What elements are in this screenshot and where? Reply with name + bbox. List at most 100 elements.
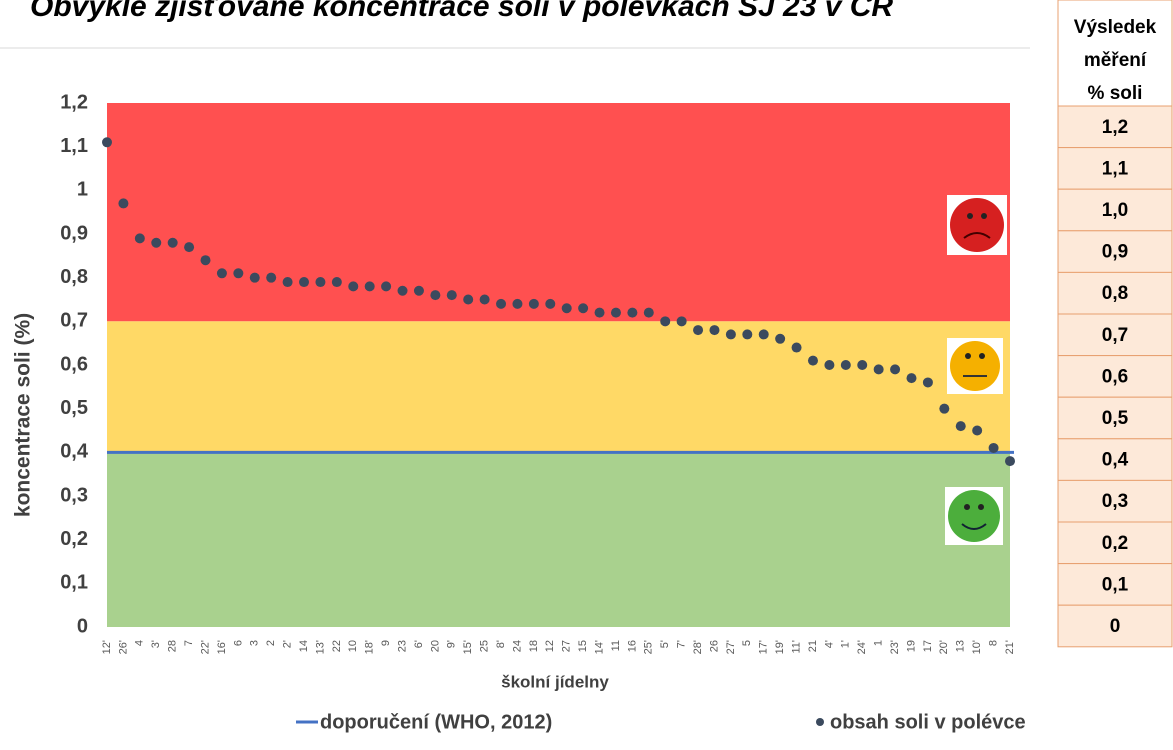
x-tick-label: 3 — [249, 640, 261, 646]
table-cell — [1057, 563, 1173, 606]
x-tick-label: 15' — [462, 640, 474, 654]
dot — [890, 364, 901, 375]
table-header-text: měření — [1084, 50, 1147, 71]
dot — [430, 290, 441, 301]
x-tick-label: 24 — [511, 640, 523, 652]
dot — [118, 198, 129, 209]
zone — [107, 452, 1010, 627]
dot — [922, 377, 933, 388]
dot — [512, 298, 523, 309]
table-cell — [1057, 105, 1173, 149]
table-cell-text: 0,5 — [1102, 408, 1129, 429]
dot — [807, 355, 818, 366]
dot — [315, 277, 326, 288]
x-tick-label: 11' — [790, 640, 802, 654]
dot — [200, 255, 211, 266]
dot — [151, 237, 162, 248]
x-tick-label: 8 — [987, 640, 999, 646]
x-tick-label: 1 — [873, 640, 885, 646]
table-cell-text: 0,2 — [1102, 533, 1128, 554]
x-tick-label: 6 — [232, 640, 244, 646]
x-tick-label: 16 — [626, 640, 638, 652]
dot — [545, 298, 556, 309]
x-tick-label: 3' — [150, 640, 162, 648]
x-tick-label: 13' — [314, 640, 326, 654]
table-cell — [1057, 396, 1173, 440]
x-tick-label: 2 — [265, 640, 277, 646]
x-tick-label: 12' — [101, 640, 113, 654]
dot — [134, 233, 145, 244]
y-tick-label: 0,9 — [60, 222, 88, 244]
dot — [857, 360, 868, 370]
dot — [463, 294, 474, 305]
table-cell-text: 1,2 — [1102, 117, 1128, 138]
x-tick-label: 17' — [758, 640, 770, 654]
table-header — [1057, 0, 1173, 107]
table-cell-text: 0,3 — [1102, 491, 1128, 512]
table-cell-text: 0,1 — [1102, 574, 1129, 595]
y-tick-label: 0,2 — [60, 528, 88, 550]
x-tick-label: 14' — [593, 640, 605, 654]
dot — [1005, 456, 1015, 467]
dot — [282, 277, 293, 288]
x-tick-label: 27 — [561, 640, 573, 652]
table-cell-text: 0,4 — [1102, 450, 1129, 471]
legend-label: obsah soli v polévce — [830, 711, 1026, 733]
dot — [955, 421, 966, 432]
x-tick-label: 9 — [380, 640, 392, 646]
table-cell — [1057, 188, 1173, 232]
y-tick-label: 1,1 — [60, 135, 88, 157]
x-tick-label: 20 — [429, 640, 441, 652]
y-tick-label: 0,8 — [60, 266, 88, 288]
x-tick-label: 14 — [298, 640, 310, 652]
dot — [660, 316, 671, 327]
dot — [693, 325, 704, 336]
x-tick-label: 6' — [413, 640, 425, 648]
chart-title: Obvyklé zjišťované koncentrace solí v po… — [30, 0, 893, 23]
dot — [709, 325, 720, 336]
x-tick-label: 9' — [446, 640, 458, 648]
dot — [479, 294, 490, 305]
x-tick-label: 16' — [216, 640, 228, 654]
x-tick-label: 22 — [331, 640, 343, 652]
x-tick-label: 19' — [774, 640, 786, 654]
x-tick-label: 23 — [396, 640, 408, 652]
x-tick-label: 5 — [741, 640, 753, 646]
dot — [643, 307, 654, 318]
dot — [233, 268, 244, 279]
y-tick-label: 1,2 — [60, 91, 88, 113]
dot — [381, 281, 392, 292]
table-cell-text: 1,1 — [1102, 158, 1129, 179]
x-axis-label: školní jídelny — [501, 672, 609, 691]
y-tick-label: 0,5 — [60, 397, 88, 419]
x-tick-label: 28 — [167, 640, 179, 652]
dot — [446, 290, 457, 301]
x-tick-label: 18' — [364, 640, 376, 654]
x-tick-label: 10 — [347, 640, 359, 652]
legend-label: doporučení (WHO, 2012) — [320, 711, 552, 733]
legend: doporučení (WHO, 2012) obsah soli v polév… — [296, 711, 1026, 733]
dot — [167, 237, 178, 248]
x-tick-label: 12 — [544, 640, 556, 652]
x-tick-label: 22' — [199, 640, 211, 654]
legend-dot — [816, 718, 824, 726]
table-cell — [1057, 230, 1173, 273]
x-tick-label: 2' — [282, 640, 294, 648]
x-tick-label: 5' — [659, 640, 671, 648]
table: Výsledek měření % soli 1,2 1,1 1,0 0,9 0,8 0,7 0,… — [1057, 0, 1173, 648]
x-tick-label: 11 — [610, 640, 622, 651]
dot — [791, 342, 802, 353]
dot — [988, 442, 999, 453]
dot — [561, 303, 572, 314]
dot — [348, 281, 359, 292]
dot — [939, 403, 950, 414]
x-tick-label: 15 — [577, 640, 589, 652]
table-cell — [1057, 313, 1173, 357]
dot — [775, 333, 786, 344]
y-axis-label: koncentrace soli (%) — [12, 313, 35, 517]
dot — [266, 272, 277, 283]
dot — [528, 298, 539, 309]
x-tick-label: 20' — [938, 640, 950, 654]
table-cell — [1057, 604, 1173, 648]
